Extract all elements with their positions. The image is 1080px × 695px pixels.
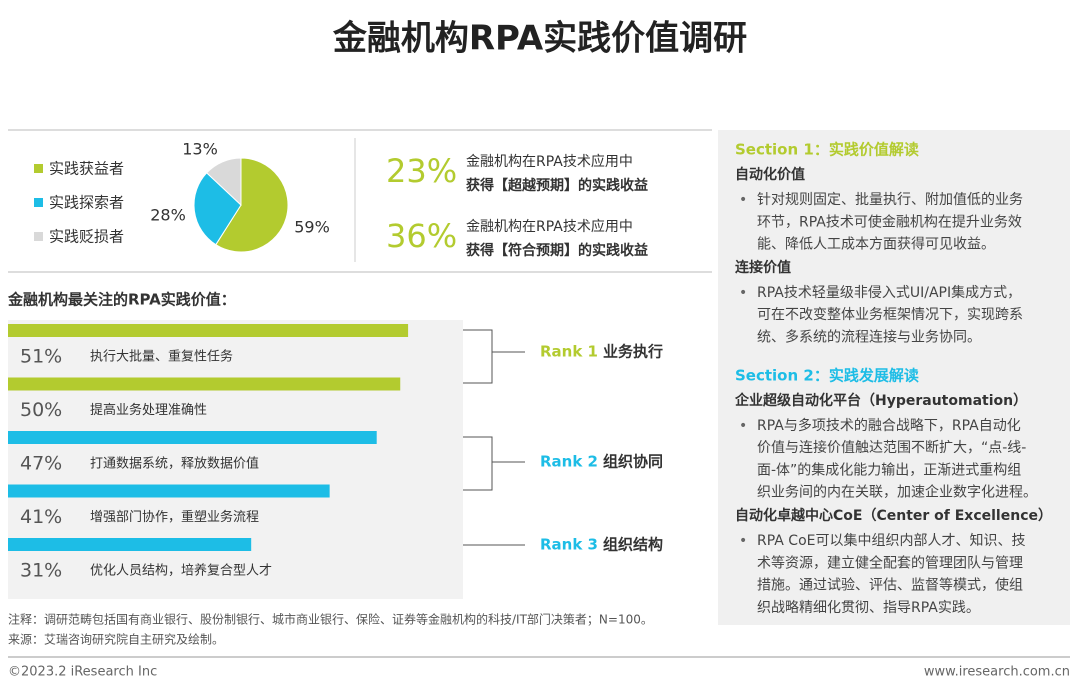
stat-line: 金融机构在RPA技术应用中	[466, 218, 633, 235]
legend-label: 实践探索者	[49, 194, 124, 212]
pie-slice	[215, 157, 289, 253]
footer-right: www.iresearch.com.cn	[924, 665, 1070, 680]
section-heading: 自动化价值	[735, 166, 805, 183]
bar-value: 50%	[20, 399, 62, 421]
bar-label: 增强部门协作，重塑业务流程	[90, 509, 259, 525]
side-panel	[718, 130, 1070, 625]
section-line: 织战略精细化贯彻、指导RPA实践。	[757, 600, 980, 616]
bar	[8, 538, 252, 551]
source: 来源：艾瑞咨询研究院自主研究及绘制。	[8, 632, 224, 647]
bar-value: 47%	[20, 453, 62, 475]
bar	[8, 377, 401, 391]
pie-label: 13%	[182, 140, 218, 159]
bar-label: 提高业务处理准确性	[90, 402, 207, 418]
section-line: 统、多系统的流程连接与业务协同。	[757, 329, 981, 346]
section-line: 措施。通过试验、评估、监督等模式，使组	[757, 577, 1023, 594]
pie-label: 59%	[294, 218, 330, 237]
bar	[8, 484, 330, 498]
section-line: RPA与多项技术的融合战略下，RPA自动化	[757, 417, 1021, 434]
note: 注释：调研范畴包括国有商业银行、股份制银行、城市商业银行、保险、证券等金融机构的…	[8, 612, 653, 627]
section-line: 能、降低人工成本方面获得可见收益。	[757, 236, 995, 253]
pie-label: 28%	[150, 206, 186, 225]
rank-name: 组织结构	[603, 536, 663, 554]
bar	[8, 324, 409, 337]
stat-line: 获得【符合预期】的实践收益	[466, 242, 648, 259]
section-line: RPA技术轻量级非侵入式UI/API集成方式，	[757, 284, 1021, 301]
rank-name: 业务执行	[603, 343, 663, 361]
section-title: Section 2：实践发展解读	[735, 366, 919, 384]
bullet: •	[739, 192, 747, 208]
footer-left: ©2023.2 iResearch Inc	[8, 665, 157, 680]
section-heading: 连接价值	[735, 259, 791, 276]
bar	[8, 431, 377, 444]
bullet: •	[739, 285, 747, 301]
bar-value: 51%	[20, 346, 62, 368]
section-line: 价值与连接价值触达范围不断扩大，“点-线-	[757, 439, 1026, 456]
bracket	[463, 329, 525, 384]
section-line: 可在不改变整体业务框架情况下，实现跨系	[757, 307, 1023, 323]
bar-label: 打通数据系统，释放数据价值	[90, 456, 259, 472]
rank-label: Rank 1	[540, 343, 598, 361]
section-line: 针对规则固定、批量执行、附加值低的业务	[757, 192, 1023, 208]
bracket	[463, 436, 525, 491]
section-heading: 企业超级自动化平台（Hyperautomation）	[734, 392, 1027, 409]
bar-value: 31%	[20, 560, 62, 582]
bullet: •	[739, 418, 747, 434]
rank-name: 组织协同	[603, 453, 663, 471]
rank-label: Rank 3	[540, 536, 598, 554]
pie-slice	[193, 172, 242, 246]
section-title: Section 1：实践价值解读	[735, 141, 919, 159]
section-line: 织业务间的内在关联，加速企业数字化进程。	[757, 484, 1037, 501]
stat-value: 23%	[386, 152, 457, 190]
legend-swatch	[34, 232, 43, 241]
legend-swatch	[34, 164, 43, 173]
stat-line: 获得【超越预期】的实践收益	[466, 177, 648, 194]
legend-label: 实践获益者	[49, 160, 124, 178]
section-line: RPA CoE可以集中组织内部人才、知识、技	[757, 532, 1026, 549]
bar-label: 执行大批量、重复性任务	[90, 349, 233, 365]
section-line: 环节，RPA技术可使金融机构在提升业务效	[757, 213, 1022, 230]
page-title: 金融机构RPA实践价值调研	[332, 19, 747, 59]
bar-title: 金融机构最关注的RPA实践价值：	[7, 291, 236, 309]
bullet: •	[739, 533, 747, 549]
bar-value: 41%	[20, 506, 62, 528]
stat-line: 金融机构在RPA技术应用中	[466, 153, 633, 170]
pie-slice	[206, 157, 242, 207]
section-line: 术等资源，建立健全配套的管理团队与管理	[757, 554, 1023, 571]
stat-value: 36%	[386, 217, 457, 255]
section-heading: 自动化卓越中心CoE（Center of Excellence）	[735, 507, 1052, 524]
rank-label: Rank 2	[540, 453, 598, 471]
bar-label: 优化人员结构，培养复合型人才	[90, 563, 272, 579]
section-line: 面-体”的集成化能力输出，正渐进式重构组	[757, 461, 1021, 478]
legend-swatch	[34, 198, 43, 207]
legend-label: 实践贬损者	[49, 228, 124, 246]
